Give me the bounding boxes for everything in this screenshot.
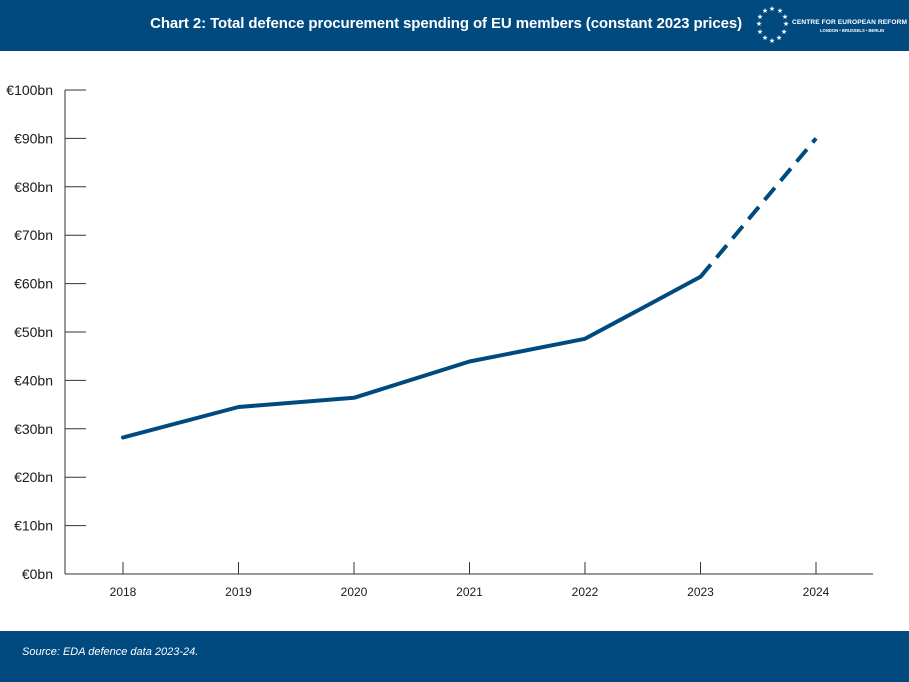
x-axis: 2018 2019 2020 2021 2022 2023 2024: [65, 562, 873, 599]
chart-area: €0bn €10bn €20bn €30bn €40bn €50bn €60bn €70bn €…: [0, 51, 909, 631]
logo-cities: LONDON • BRUSSELS • BERLIN: [820, 28, 885, 33]
eu-stars-icon: ★ ★ ★ ★ ★ ★ ★ ★ ★ ★ ★ ★: [756, 5, 789, 44]
x-tick-label: 2021: [456, 585, 483, 599]
x-tick-label: 2018: [110, 585, 137, 599]
x-tick-label: 2022: [572, 585, 599, 599]
svg-text:★: ★: [781, 28, 787, 36]
svg-text:★: ★: [783, 20, 789, 28]
chart-header: Chart 2: Total defence procurement spend…: [0, 0, 909, 51]
cer-logo: ★ ★ ★ ★ ★ ★ ★ ★ ★ ★ ★ ★ CENTRE FOR EUROP…: [752, 3, 907, 47]
svg-text:★: ★: [762, 34, 768, 42]
svg-text:★: ★: [756, 20, 762, 28]
chart-title: Chart 2: Total defence procurement spend…: [150, 15, 742, 32]
y-tick-label: €10bn: [14, 518, 53, 534]
estimate-series-line: [698, 137, 818, 279]
y-tick-label: €0bn: [22, 566, 53, 582]
svg-text:★: ★: [769, 37, 775, 44]
x-tick-label: 2024: [803, 585, 830, 599]
y-tick-label: €20bn: [14, 469, 53, 485]
svg-text:★: ★: [762, 7, 768, 15]
y-tick-label: €50bn: [14, 324, 53, 340]
y-tick-label: €90bn: [14, 130, 53, 146]
y-axis: €0bn €10bn €20bn €30bn €40bn €50bn €60bn €70bn €…: [6, 82, 86, 582]
y-tick-label: €40bn: [14, 372, 53, 388]
svg-text:★: ★: [777, 7, 783, 15]
x-tick-label: 2023: [687, 585, 714, 599]
y-tick-label: €70bn: [14, 227, 53, 243]
svg-text:★: ★: [782, 13, 788, 21]
svg-text:★: ★: [757, 13, 763, 21]
x-tick-label: 2019: [225, 585, 252, 599]
svg-text:★: ★: [776, 34, 782, 42]
y-tick-label: €100bn: [6, 82, 53, 98]
actual-series-line: [121, 274, 703, 440]
chart-footer: Source: EDA defence data 2023-24.: [0, 631, 909, 682]
logo-wordmark: CENTRE FOR EUROPEAN REFORM: [792, 19, 908, 26]
y-tick-label: €60bn: [14, 276, 53, 292]
svg-text:★: ★: [757, 28, 763, 36]
x-tick-label: 2020: [341, 585, 368, 599]
source-note: Source: EDA defence data 2023-24.: [22, 646, 199, 658]
series: [121, 137, 818, 440]
svg-text:★: ★: [769, 5, 775, 13]
y-tick-label: €80bn: [14, 179, 53, 195]
y-tick-label: €30bn: [14, 421, 53, 437]
line-chart: €0bn €10bn €20bn €30bn €40bn €50bn €60bn €70bn €…: [6, 82, 873, 599]
